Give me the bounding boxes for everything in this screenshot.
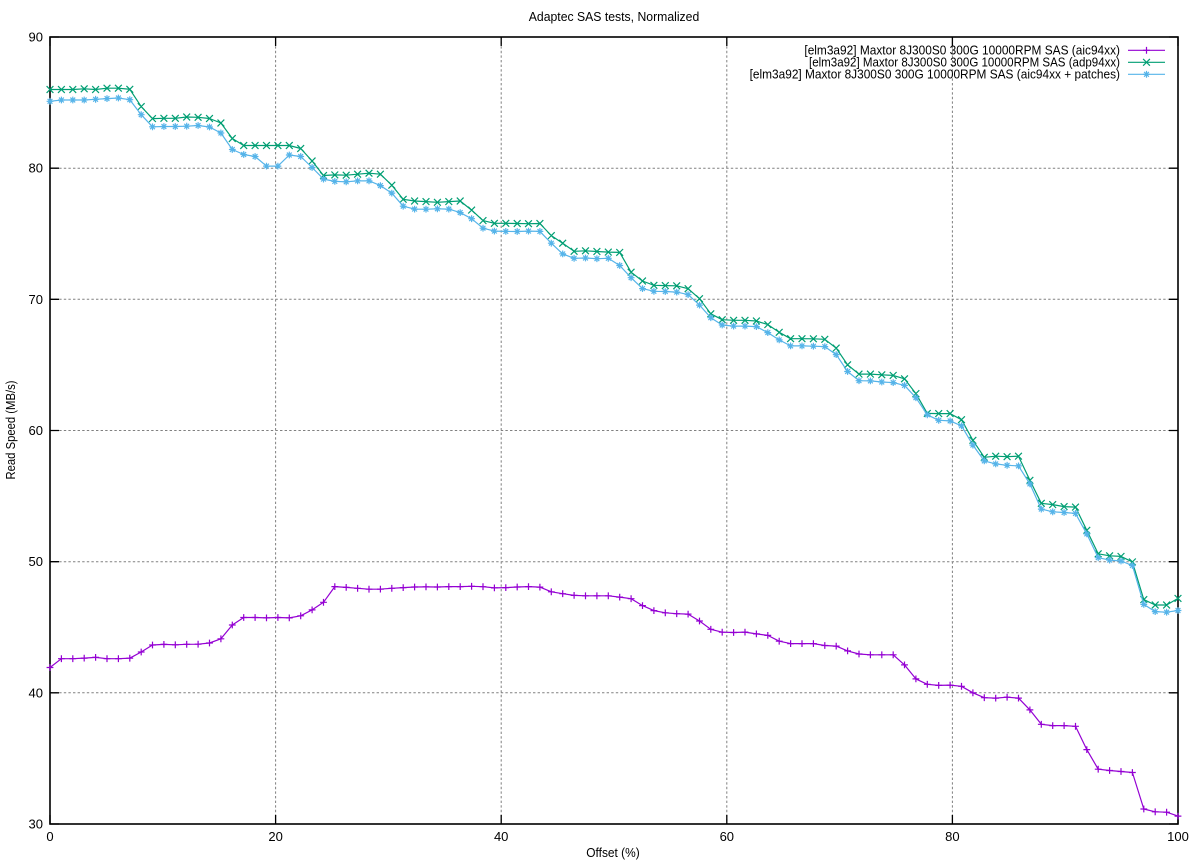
svg-text:0: 0 [46,829,53,844]
svg-text:40: 40 [29,685,43,700]
svg-text:60: 60 [29,423,43,438]
svg-text:80: 80 [945,829,959,844]
svg-text:[elm3a92] Maxtor 8J300S0 300G: [elm3a92] Maxtor 8J300S0 300G 10000RPM S… [750,67,1120,82]
svg-text:40: 40 [494,829,508,844]
svg-text:20: 20 [268,829,282,844]
svg-text:80: 80 [29,161,43,176]
svg-text:30: 30 [29,817,43,832]
svg-text:Adaptec SAS tests, Normalized: Adaptec SAS tests, Normalized [529,9,700,24]
svg-text:[elm3a92] Maxtor 8J300S0 300G: [elm3a92] Maxtor 8J300S0 300G 10000RPM S… [809,55,1120,70]
svg-text:60: 60 [720,829,734,844]
svg-text:90: 90 [29,30,43,45]
svg-text:Read Speed (MB/s): Read Speed (MB/s) [3,381,18,480]
svg-text:50: 50 [29,554,43,569]
svg-text:100: 100 [1167,829,1189,844]
svg-text:70: 70 [29,292,43,307]
svg-text:[elm3a92] Maxtor 8J300S0 300G: [elm3a92] Maxtor 8J300S0 300G 10000RPM S… [804,43,1120,58]
svg-text:Offset (%): Offset (%) [586,845,640,860]
